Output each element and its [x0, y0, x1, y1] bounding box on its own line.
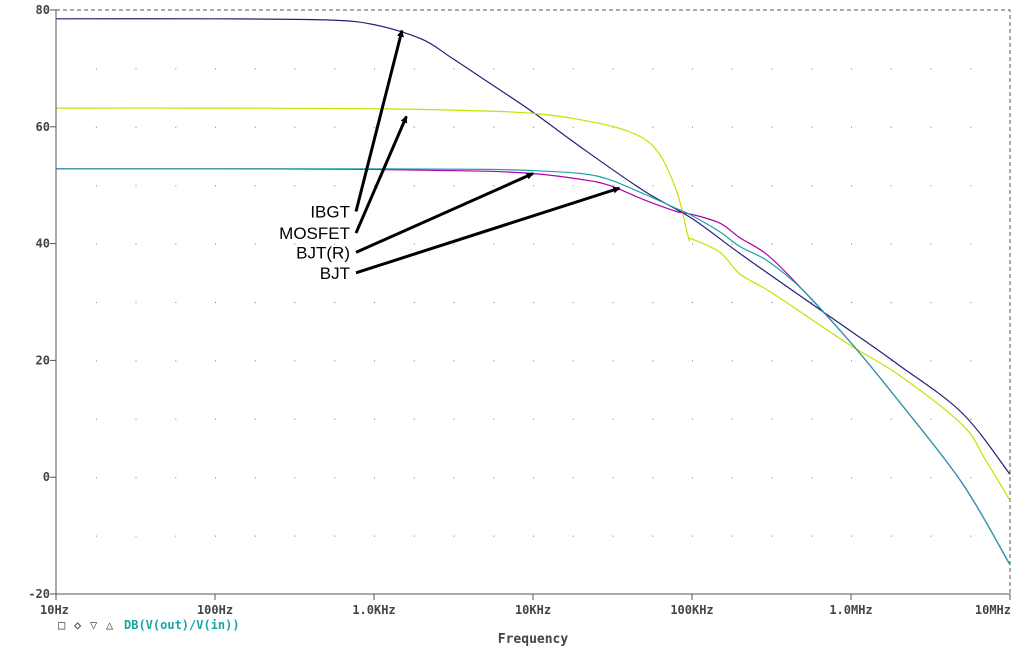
x-tick-label: 1.0KHz: [352, 603, 395, 617]
y-tick-label: 0: [43, 470, 50, 484]
series-line-1: [55, 18, 1011, 475]
legend: □ ◇ ▽ △ DB(V(out)/V(in)): [58, 618, 240, 632]
legend-marker: ◇: [74, 618, 82, 632]
plot-frame: [55, 9, 1011, 595]
legend-marker: □: [58, 618, 65, 632]
annotation-label: BJT: [320, 264, 350, 283]
x-tick-label: 1.0MHz: [829, 603, 872, 617]
y-tick-label: 20: [36, 353, 50, 367]
annotation-label: BJT(R): [296, 243, 350, 262]
axes: 10Hz 100Hz 1.0KHz 10KHz 100KHz 1.0MHz 10MHz -20…: [28, 3, 1011, 617]
x-axis-label: Frequency: [498, 632, 569, 647]
annotation-arrow: [355, 186, 621, 275]
y-tick-label: 80: [36, 3, 50, 17]
x-tick-label: 10KHz: [515, 603, 551, 617]
series-line-2: [55, 107, 1011, 501]
annotation-arrow: [354, 115, 408, 234]
annotation-label: IBGT: [310, 202, 350, 221]
x-tick-label: 100KHz: [670, 603, 713, 617]
annotation-label: MOSFET: [279, 224, 350, 243]
legend-marker: ▽: [90, 618, 98, 632]
x-tick-label: 100Hz: [197, 603, 233, 617]
grid-dots: [95, 68, 972, 537]
series-line-4: [56, 168, 1011, 566]
series-line-3: [56, 168, 1011, 566]
x-tick-label: 10MHz: [975, 603, 1011, 617]
legend-marker: △: [106, 618, 114, 632]
annotation-arrow: [355, 172, 534, 254]
legend-label: DB(V(out)/V(in)): [124, 618, 240, 632]
grid: [95, 68, 972, 537]
y-tick-label: -20: [28, 587, 50, 601]
y-tick-label: 40: [36, 237, 50, 251]
y-tick-label: 60: [36, 120, 50, 134]
annotation-arrow: [354, 29, 404, 212]
x-tick-label: 10Hz: [40, 603, 69, 617]
series-layer: [55, 18, 1011, 566]
